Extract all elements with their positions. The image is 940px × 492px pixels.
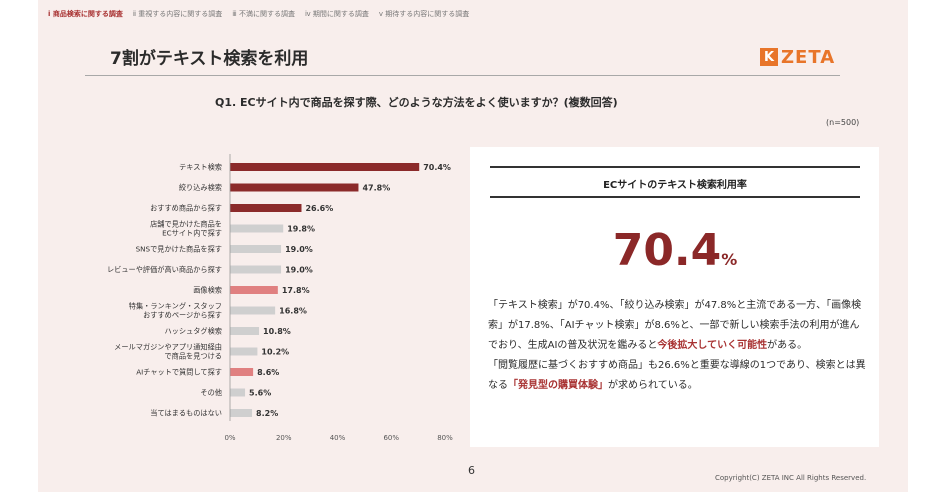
x-tick-label: 80% (437, 434, 453, 442)
bar (230, 224, 284, 233)
category-label: 画像検索 (193, 286, 222, 295)
bar (230, 368, 254, 376)
sample-size: (n=500) (826, 118, 860, 127)
category-label: レビューや評価が高い商品から探す (107, 265, 222, 274)
headline-stat: 70.4% (490, 225, 860, 276)
data-label: 47.8% (362, 184, 390, 193)
logo-mark-icon: K (760, 48, 778, 66)
data-label: 70.4% (423, 163, 451, 172)
data-label: 5.6% (249, 389, 271, 398)
section-tab-5[interactable]: ⅴ 期待する内容に関する調査 (378, 10, 470, 18)
category-label: 絞り込み検索 (179, 183, 222, 192)
data-label: 8.2% (256, 409, 278, 418)
bar (230, 183, 359, 192)
category-label: 店舗で見かけた商品を (150, 220, 222, 229)
headline-number: 70.4 (612, 225, 722, 276)
section-tab-4[interactable]: ⅳ 期間に関する調査 (304, 10, 369, 18)
summary-paragraph-1: 「テキスト検索」が70.4%、「絞り込み検索」が47.8%と主流である一方、「画… (488, 296, 868, 356)
bar (230, 327, 260, 335)
x-tick-label: 0% (224, 434, 235, 442)
panel-heading-rule (490, 196, 860, 198)
data-label: 26.6% (305, 204, 333, 213)
bar (230, 347, 258, 356)
bar (230, 286, 278, 294)
category-label: おすすめページから探す (143, 311, 222, 320)
bar (230, 265, 282, 274)
section-tab-1[interactable]: ⅰ 商品検索に関する調査 (48, 10, 123, 18)
category-label: メールマガジンやアプリ通知経由 (114, 343, 222, 352)
bar (230, 204, 302, 212)
bar (230, 306, 276, 315)
section-tab-2[interactable]: ⅱ 重視する内容に関する調査 (132, 10, 223, 18)
title-divider (85, 75, 840, 76)
x-tick-label: 40% (330, 434, 346, 442)
bar (230, 388, 246, 397)
data-label: 19.8% (287, 225, 315, 234)
bar (230, 409, 253, 417)
summary-paragraph-2: 「閲覧履歴に基づくおすすめ商品」も26.6%と重要な導線の1つであり、検索とは異… (488, 356, 868, 396)
data-label: 17.8% (282, 286, 310, 295)
x-tick-label: 60% (383, 434, 399, 442)
category-label: 特集・ランキング・スタッフ (129, 302, 222, 311)
section-tab-3[interactable]: ⅲ 不満に関する調査 (232, 10, 295, 18)
page-title: 7割がテキスト検索を利用 (110, 49, 309, 69)
page-number: 6 (468, 464, 475, 477)
paragraph-1-part-2: 今後拡大していく可能性 (657, 340, 768, 351)
data-label: 16.8% (279, 307, 307, 316)
x-tick-label: 20% (276, 434, 292, 442)
data-label: 19.0% (285, 266, 313, 275)
headline-unit: % (721, 250, 738, 269)
zeta-logo: K ZETA (760, 46, 835, 68)
data-label: 10.8% (263, 327, 291, 336)
bar (230, 163, 420, 171)
bar-chart: テキスト検索 70.4% 絞り込み検索 47.8% おすすめ商品から探す 26.6% 店舗で… (107, 154, 453, 442)
data-label: 10.2% (261, 348, 289, 357)
paragraph-1-part-3: がある。 (767, 340, 808, 351)
category-label: ハッシュタグ検索 (164, 327, 222, 336)
category-label: 当てはまるものはない (150, 409, 222, 418)
data-label: 19.0% (285, 245, 313, 254)
category-label: おすすめ商品から探す (150, 204, 222, 213)
panel-top-rule (490, 166, 860, 168)
paragraph-2-part-1: 「閲覧履歴に基づくおすすめ商品」も26.6%と重要な導線の1つであり、検索とは異… (488, 360, 866, 391)
paragraph-2-part-2: 「発見型の購買体験」 (508, 380, 608, 391)
summary-text: 「テキスト検索」が70.4%、「絞り込み検索」が47.8%と主流である一方、「画… (488, 296, 868, 396)
data-label: 8.6% (257, 368, 279, 377)
category-label: で商品を見つける (164, 352, 222, 361)
panel-heading: ECサイトのテキスト検索利用率 (603, 180, 747, 191)
bar (230, 245, 282, 253)
logo-text: ZETA (781, 46, 836, 68)
paragraph-2-part-3: が求められている。 (608, 380, 698, 391)
category-label: AIチャットで質問して探す (136, 368, 222, 377)
survey-question: Q1. ECサイト内で商品を探す際、どのような方法をよく使いますか？(複数回答) (215, 96, 618, 109)
paragraph-1-part-1: 「テキスト検索」が70.4%、「絞り込み検索」が47.8%と主流である一方、「画… (488, 300, 862, 351)
section-tabs: ⅰ 商品検索に関する調査 ⅱ 重視する内容に関する調査 ⅲ 不満に関する調査 ⅳ 期間… (48, 9, 479, 19)
copyright: Copyright(C) ZETA INC All Rights Reserve… (715, 474, 867, 482)
category-label: テキスト検索 (179, 163, 222, 172)
category-label: その他 (200, 388, 222, 397)
category-label: ECサイト内で探す (162, 229, 222, 238)
category-label: SNSで見かけた商品を探す (136, 245, 222, 254)
